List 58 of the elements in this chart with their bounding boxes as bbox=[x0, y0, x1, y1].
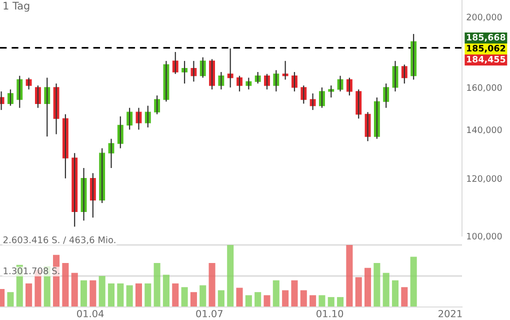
bar bbox=[318, 295, 326, 307]
bar bbox=[71, 272, 78, 307]
bar bbox=[282, 290, 289, 307]
bar bbox=[98, 276, 106, 307]
bar bbox=[245, 295, 252, 307]
bar bbox=[190, 292, 197, 307]
x-tick-label: 01.04 bbox=[77, 310, 104, 318]
bar bbox=[337, 297, 344, 307]
bar bbox=[181, 287, 188, 307]
y-tick-label: 140,000 bbox=[467, 126, 502, 134]
x-tick-label: 01.07 bbox=[196, 310, 222, 318]
bar bbox=[26, 283, 32, 307]
text: 184,455 bbox=[466, 56, 506, 64]
bar bbox=[90, 280, 96, 307]
bar bbox=[410, 256, 417, 307]
bar bbox=[254, 292, 262, 307]
bar bbox=[135, 283, 142, 307]
candlestick bbox=[246, 77, 252, 90]
y-tick-label: 100,000 bbox=[467, 232, 502, 240]
bar bbox=[236, 288, 243, 307]
chart-subtitle: 1 Tag bbox=[4, 2, 30, 12]
text: 185,668 bbox=[466, 34, 506, 42]
ref-line-label: 2.603.416 S. / 463,6 Mio. bbox=[3, 236, 116, 244]
bar bbox=[401, 287, 408, 307]
bar bbox=[227, 244, 234, 307]
text: 185,062 bbox=[466, 44, 506, 53]
ref-line-label: 1.301.708 S. bbox=[4, 267, 60, 274]
bar bbox=[291, 280, 298, 307]
candlestick bbox=[328, 84, 334, 98]
bar bbox=[264, 295, 270, 307]
bar bbox=[382, 272, 390, 307]
bar bbox=[117, 283, 124, 307]
bar bbox=[144, 283, 152, 307]
bar bbox=[310, 295, 316, 307]
bar bbox=[200, 285, 206, 307]
bar bbox=[355, 277, 362, 307]
bar bbox=[392, 280, 399, 307]
bar bbox=[218, 290, 224, 307]
y-tick-label: 200,000 bbox=[466, 14, 502, 22]
bar bbox=[162, 274, 170, 307]
x-tick-label: 2021 bbox=[438, 310, 462, 318]
x-tick-label: 01.10 bbox=[316, 310, 344, 318]
bar bbox=[272, 280, 280, 307]
bar bbox=[208, 262, 216, 307]
bar bbox=[300, 290, 307, 307]
bar bbox=[80, 280, 88, 307]
bar bbox=[108, 283, 115, 307]
y-tick-label: 160,000 bbox=[467, 84, 502, 92]
bar bbox=[172, 283, 179, 307]
bar bbox=[328, 297, 334, 307]
bar bbox=[364, 268, 372, 307]
bar bbox=[62, 262, 69, 307]
bar bbox=[7, 292, 14, 307]
bar bbox=[346, 244, 353, 307]
bar bbox=[126, 285, 133, 307]
bar bbox=[374, 262, 380, 307]
y-tick-label: 120,000 bbox=[467, 175, 502, 183]
bar bbox=[154, 262, 160, 307]
